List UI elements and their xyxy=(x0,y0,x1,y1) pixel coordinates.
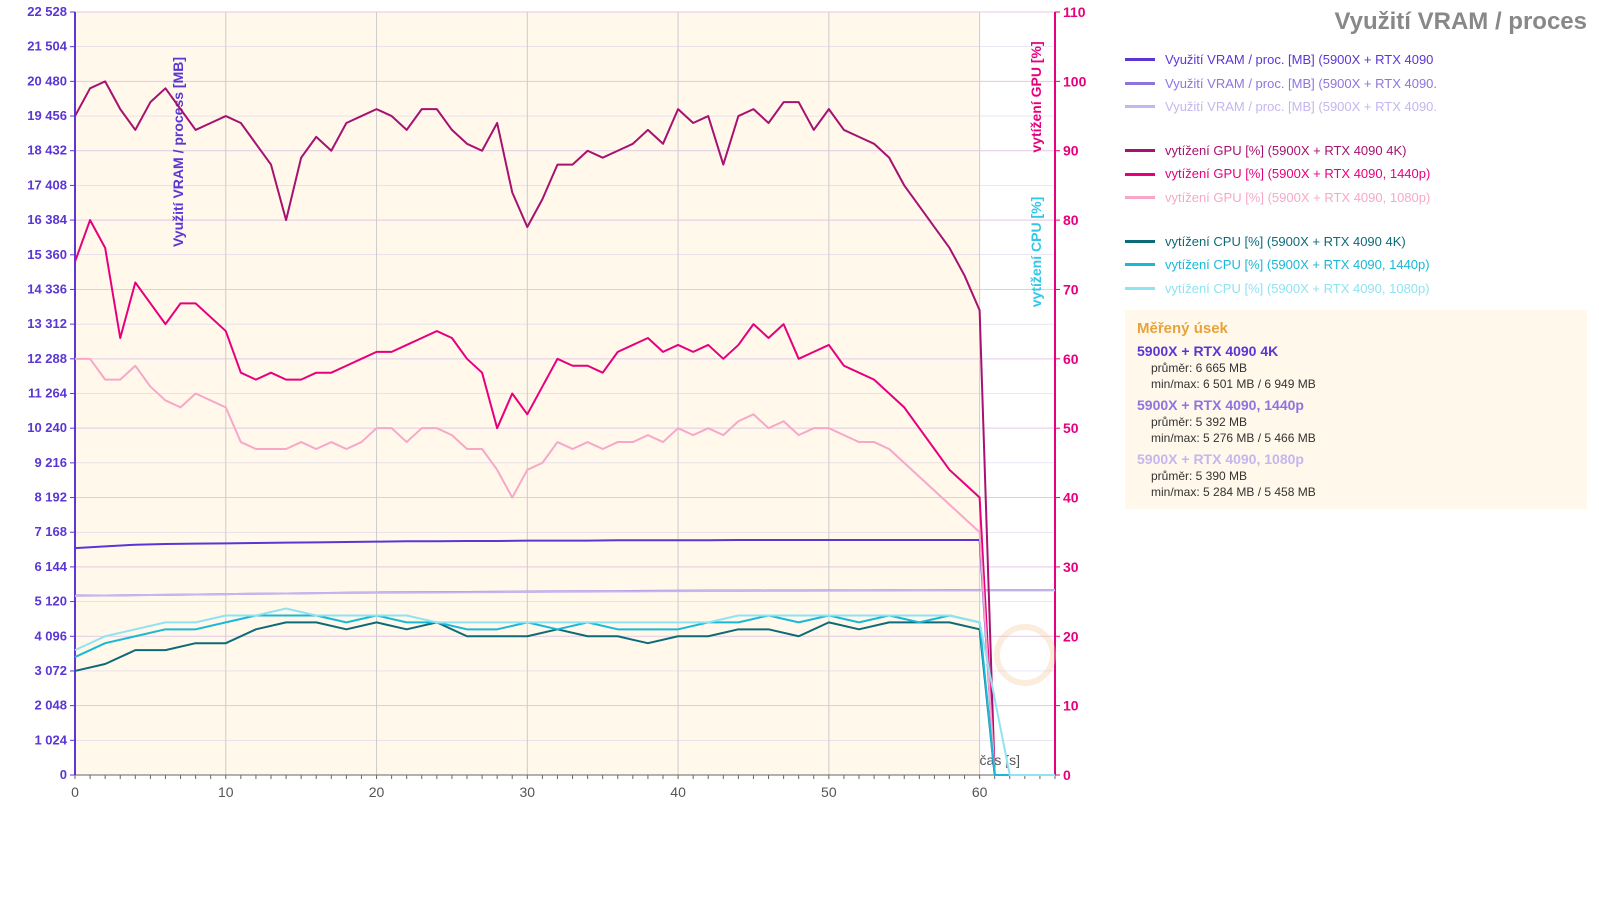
svg-text:10 240: 10 240 xyxy=(27,420,67,435)
svg-text:80: 80 xyxy=(1063,212,1079,228)
svg-text:21 504: 21 504 xyxy=(27,39,68,54)
legend-item: vytížení CPU [%] (5900X + RTX 4090, 1440… xyxy=(1125,257,1587,273)
legend-label: vytížení GPU [%] (5900X + RTX 4090, 1440… xyxy=(1165,166,1430,182)
svg-text:10: 10 xyxy=(1063,698,1079,714)
legend-label: vytížení GPU [%] (5900X + RTX 4090 4K) xyxy=(1165,143,1406,159)
svg-text:3 072: 3 072 xyxy=(34,663,67,678)
legend-item: Využití VRAM / proc. [MB] (5900X + RTX 4… xyxy=(1125,99,1587,115)
svg-text:2 048: 2 048 xyxy=(34,698,67,713)
legend-swatch xyxy=(1125,287,1155,290)
chart-svg: 0 1 024 2 048 3 072 4 096 5 120 6 144 7 168 8 19… xyxy=(0,0,1105,835)
svg-text:40: 40 xyxy=(670,784,686,800)
svg-text:4 096: 4 096 xyxy=(34,628,67,643)
legend-label: vytížení CPU [%] (5900X + RTX 4090 4K) xyxy=(1165,234,1406,250)
legend-item: vytížení GPU [%] (5900X + RTX 4090, 1080… xyxy=(1125,190,1587,206)
svg-text:6 144: 6 144 xyxy=(34,559,67,574)
legend-item: vytížení CPU [%] (5900X + RTX 4090, 1080… xyxy=(1125,281,1587,297)
chart-area: 0 1 024 2 048 3 072 4 096 5 120 6 144 7 168 8 19… xyxy=(0,0,1105,835)
stats-avg: průměr: 5 390 MB xyxy=(1151,469,1575,483)
svg-text:19 456: 19 456 xyxy=(27,108,67,123)
svg-text:50: 50 xyxy=(1063,420,1079,436)
legend-swatch xyxy=(1125,263,1155,266)
legend-swatch xyxy=(1125,82,1155,85)
svg-text:18 432: 18 432 xyxy=(27,143,67,158)
legend-item: Využití VRAM / proc. [MB] (5900X + RTX 4… xyxy=(1125,76,1587,92)
svg-text:16 384: 16 384 xyxy=(27,212,68,227)
stats-config-name: 5900X + RTX 4090, 1080p xyxy=(1137,451,1575,467)
svg-text:0: 0 xyxy=(1063,767,1071,783)
legend-swatch xyxy=(1125,196,1155,199)
legend-label: vytížení GPU [%] (5900X + RTX 4090, 1080… xyxy=(1165,190,1430,206)
svg-text:100: 100 xyxy=(1063,73,1087,89)
svg-text:5 120: 5 120 xyxy=(34,594,67,609)
stats-box: Měřený úsek 5900X + RTX 4090 4K průměr: 6… xyxy=(1125,310,1587,509)
legend-swatch xyxy=(1125,105,1155,108)
stats-minmax: min/max: 5 284 MB / 5 458 MB xyxy=(1151,485,1575,499)
legend-label: Využití VRAM / proc. [MB] (5900X + RTX 4… xyxy=(1165,76,1437,92)
svg-text:vytížení GPU [%]: vytížení GPU [%] xyxy=(1028,41,1044,152)
legend-item: vytížení CPU [%] (5900X + RTX 4090 4K) xyxy=(1125,234,1587,250)
svg-text:50: 50 xyxy=(821,784,837,800)
legend-item: vytížení GPU [%] (5900X + RTX 4090 4K) xyxy=(1125,143,1587,159)
svg-text:70: 70 xyxy=(1063,281,1079,297)
svg-text:110: 110 xyxy=(1063,4,1086,20)
svg-text:20: 20 xyxy=(1063,628,1079,644)
legend-label: vytížení CPU [%] (5900X + RTX 4090, 1440… xyxy=(1165,257,1430,273)
svg-text:13 312: 13 312 xyxy=(27,316,67,331)
stats-config-name: 5900X + RTX 4090 4K xyxy=(1137,343,1575,359)
svg-text:40: 40 xyxy=(1063,490,1079,506)
legend-label: Využití VRAM / proc. [MB] (5900X + RTX 4… xyxy=(1165,99,1437,115)
svg-text:11 264: 11 264 xyxy=(28,386,68,401)
svg-text:60: 60 xyxy=(1063,351,1079,367)
svg-text:90: 90 xyxy=(1063,143,1079,159)
svg-text:20: 20 xyxy=(369,784,385,800)
legend-label: vytížení CPU [%] (5900X + RTX 4090, 1080… xyxy=(1165,281,1430,297)
svg-text:60: 60 xyxy=(972,784,988,800)
legend-swatch xyxy=(1125,240,1155,243)
stats-minmax: min/max: 5 276 MB / 5 466 MB xyxy=(1151,431,1575,445)
svg-text:0: 0 xyxy=(60,767,67,782)
svg-text:vytížení CPU [%]: vytížení CPU [%] xyxy=(1028,197,1044,307)
svg-text:1 024: 1 024 xyxy=(34,732,67,747)
legend-swatch xyxy=(1125,173,1155,176)
legend-item: vytížení GPU [%] (5900X + RTX 4090, 1440… xyxy=(1125,166,1587,182)
svg-text:30: 30 xyxy=(520,784,536,800)
legend-swatch xyxy=(1125,58,1155,61)
legend-swatch xyxy=(1125,149,1155,152)
stats-avg: průměr: 5 392 MB xyxy=(1151,415,1575,429)
svg-text:Využití VRAM / process [MB]: Využití VRAM / process [MB] xyxy=(170,57,186,247)
svg-text:17 408: 17 408 xyxy=(27,177,67,192)
svg-text:14 336: 14 336 xyxy=(27,281,67,296)
svg-text:9 216: 9 216 xyxy=(34,455,67,470)
svg-text:0: 0 xyxy=(71,784,79,800)
svg-text:10: 10 xyxy=(218,784,234,800)
legend-item: Využití VRAM / proc. [MB] (5900X + RTX 4… xyxy=(1125,52,1587,68)
svg-text:7 168: 7 168 xyxy=(34,524,67,539)
legend-panel: Využití VRAM / proces Využití VRAM / pro… xyxy=(1105,0,1599,897)
stats-heading: Měřený úsek xyxy=(1137,320,1575,337)
legend-label: Využití VRAM / proc. [MB] (5900X + RTX 4… xyxy=(1165,52,1433,68)
svg-text:15 360: 15 360 xyxy=(27,247,67,262)
stats-config-name: 5900X + RTX 4090, 1440p xyxy=(1137,397,1575,413)
legend-list: Využití VRAM / proc. [MB] (5900X + RTX 4… xyxy=(1125,52,1587,296)
svg-text:30: 30 xyxy=(1063,559,1079,575)
svg-text:20 480: 20 480 xyxy=(27,73,67,88)
svg-text:22 528: 22 528 xyxy=(27,4,67,19)
svg-text:12 288: 12 288 xyxy=(27,351,67,366)
svg-text:čas [s]: čas [s] xyxy=(980,752,1020,768)
stats-minmax: min/max: 6 501 MB / 6 949 MB xyxy=(1151,377,1575,391)
svg-text:8 192: 8 192 xyxy=(34,490,67,505)
chart-title: Využití VRAM / proces xyxy=(1125,8,1587,36)
stats-avg: průměr: 6 665 MB xyxy=(1151,361,1575,375)
